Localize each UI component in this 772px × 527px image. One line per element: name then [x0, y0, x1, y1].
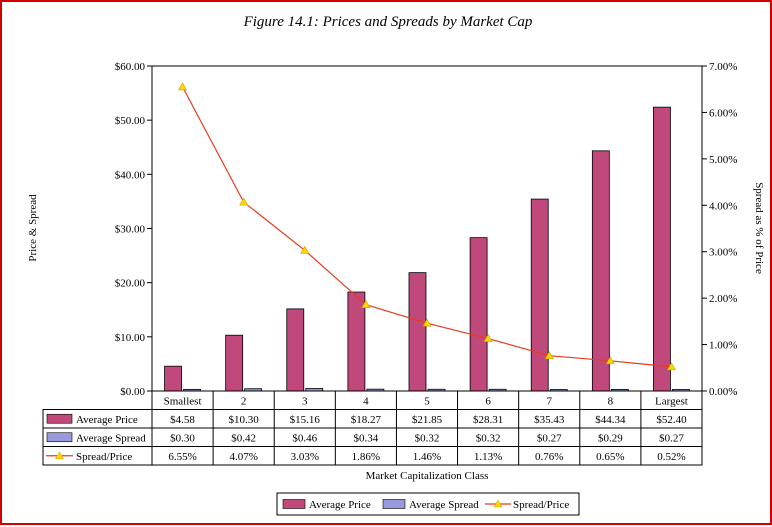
- table-cell: $21.85: [412, 414, 443, 426]
- spread-price-marker: [483, 333, 493, 342]
- x-tick-label: 2: [241, 395, 247, 407]
- legend-swatch: [282, 499, 306, 509]
- table-key-1: [46, 432, 73, 443]
- x-tick-label: 3: [302, 395, 308, 407]
- data-table: Smallest 2 3 4 5 6 7 8 Largest Average Price $4.58…: [42, 390, 703, 466]
- table-key-marker: [55, 451, 64, 459]
- right-axis: 0.00% 1.00% 2.00% 3.00% 4.00% 5.00% 6.00% 7.00%: [702, 61, 737, 398]
- y-tick-label-right: 2.00%: [709, 293, 737, 305]
- table-cell: $0.30: [170, 432, 195, 444]
- x-tick-label: 7: [546, 395, 552, 407]
- plot-area: [151, 65, 703, 392]
- spread-price-marker: [361, 300, 371, 308]
- spread-price-marker: [605, 356, 615, 365]
- table-key-0: [46, 413, 73, 424]
- bar-average-price: [530, 198, 549, 392]
- spread-price-marker: [666, 362, 676, 371]
- y-tick-label-right: 4.00%: [709, 200, 737, 212]
- table-cell: 1.13%: [474, 451, 502, 463]
- legend-label: Spread/Price: [513, 499, 569, 511]
- table-cell: 3.03%: [291, 451, 319, 463]
- spread-price-marker: [178, 82, 188, 91]
- table-cell: $44.34: [595, 414, 626, 426]
- x-tick-label: 8: [608, 395, 614, 407]
- table-cell: $15.16: [290, 414, 321, 426]
- spread-price-line-group: [178, 82, 676, 371]
- y-tick-label-right: 3.00%: [709, 247, 737, 259]
- spread-price-marker: [300, 245, 310, 254]
- table-body: [42, 409, 703, 466]
- chart-title: Figure 14.1: Prices and Spreads by Marke…: [243, 14, 533, 30]
- bar-average-price: [469, 237, 488, 392]
- legend-box: [276, 492, 580, 516]
- x-tick-label: Largest: [655, 395, 688, 407]
- table-row-label: Average Price: [76, 414, 138, 426]
- table-cell: $0.42: [231, 432, 256, 444]
- table-cell: $0.27: [659, 432, 684, 444]
- y-axis-label-right: Spread as % of Price: [753, 182, 765, 274]
- table-cell: $0.32: [415, 432, 440, 444]
- table-cell: $28.31: [473, 414, 503, 426]
- table-cell: 0.76%: [535, 451, 563, 463]
- y-tick-label-left: $30.00: [115, 224, 146, 236]
- table-cell: $0.32: [476, 432, 501, 444]
- bars: [164, 106, 690, 392]
- x-tick-label: Smallest: [164, 395, 202, 407]
- y-tick-label-right: 5.00%: [709, 154, 737, 166]
- bar-average-price: [225, 334, 244, 392]
- y-tick-label-left: $60.00: [115, 61, 146, 73]
- x-tick-label: 4: [363, 395, 369, 407]
- legend-marker: [493, 499, 503, 508]
- y-tick-label-right: 1.00%: [709, 340, 737, 352]
- table-cell: 0.65%: [596, 451, 624, 463]
- table-cell: $0.29: [598, 432, 623, 444]
- y-tick-label-left: $50.00: [115, 115, 146, 127]
- table-cell: $10.30: [229, 414, 260, 426]
- legend-label: Average Price: [309, 499, 371, 511]
- x-axis-label: Market Capitalization Class: [366, 470, 489, 482]
- table-cell: $18.27: [351, 414, 382, 426]
- legend: Average Price Average Spread Spread/Price: [276, 492, 580, 516]
- legend-label: Average Spread: [409, 499, 479, 511]
- legend-swatch: [382, 499, 406, 509]
- table-row-label: Spread/Price: [76, 451, 132, 463]
- table-cell: $4.58: [170, 414, 195, 426]
- table-cell: 0.52%: [657, 451, 685, 463]
- spread-price-marker: [239, 197, 249, 206]
- bar-average-price: [408, 272, 427, 392]
- bar-average-price: [164, 365, 182, 392]
- y-tick-label-left: $10.00: [115, 332, 146, 344]
- left-axis: $0.00 $10.00 $20.00 $30.00 $40.00 $50.00 $60.0…: [115, 61, 152, 398]
- table-row-label: Average Spread: [76, 432, 146, 444]
- y-tick-label-left: $40.00: [115, 169, 146, 181]
- spread-price-marker: [422, 318, 432, 327]
- table-cell: 6.55%: [168, 451, 196, 463]
- spread-price-marker: [544, 351, 554, 360]
- y-axis-label-left: Price & Spread: [27, 194, 39, 262]
- y-tick-label-right: 6.00%: [709, 107, 737, 119]
- table-cell: $0.46: [292, 432, 317, 444]
- y-tick-label-right: 7.00%: [709, 61, 737, 73]
- x-tick-label: 5: [424, 395, 430, 407]
- y-tick-label-left: $0.00: [120, 386, 145, 398]
- table-cell: 4.07%: [229, 451, 257, 463]
- table-cell: $52.40: [656, 414, 687, 426]
- bar-average-price: [653, 106, 671, 392]
- bar-average-price: [591, 150, 610, 392]
- table-cell: $0.34: [354, 432, 379, 444]
- table-cell: 1.86%: [352, 451, 380, 463]
- y-tick-label-left: $20.00: [115, 278, 146, 290]
- x-tick-label: 6: [485, 395, 491, 407]
- bar-average-price: [286, 308, 305, 392]
- y-tick-label-right: 0.00%: [709, 386, 737, 398]
- table-cell: $35.43: [534, 414, 565, 426]
- table-cell: $0.27: [537, 432, 562, 444]
- table-cell: 1.46%: [413, 451, 441, 463]
